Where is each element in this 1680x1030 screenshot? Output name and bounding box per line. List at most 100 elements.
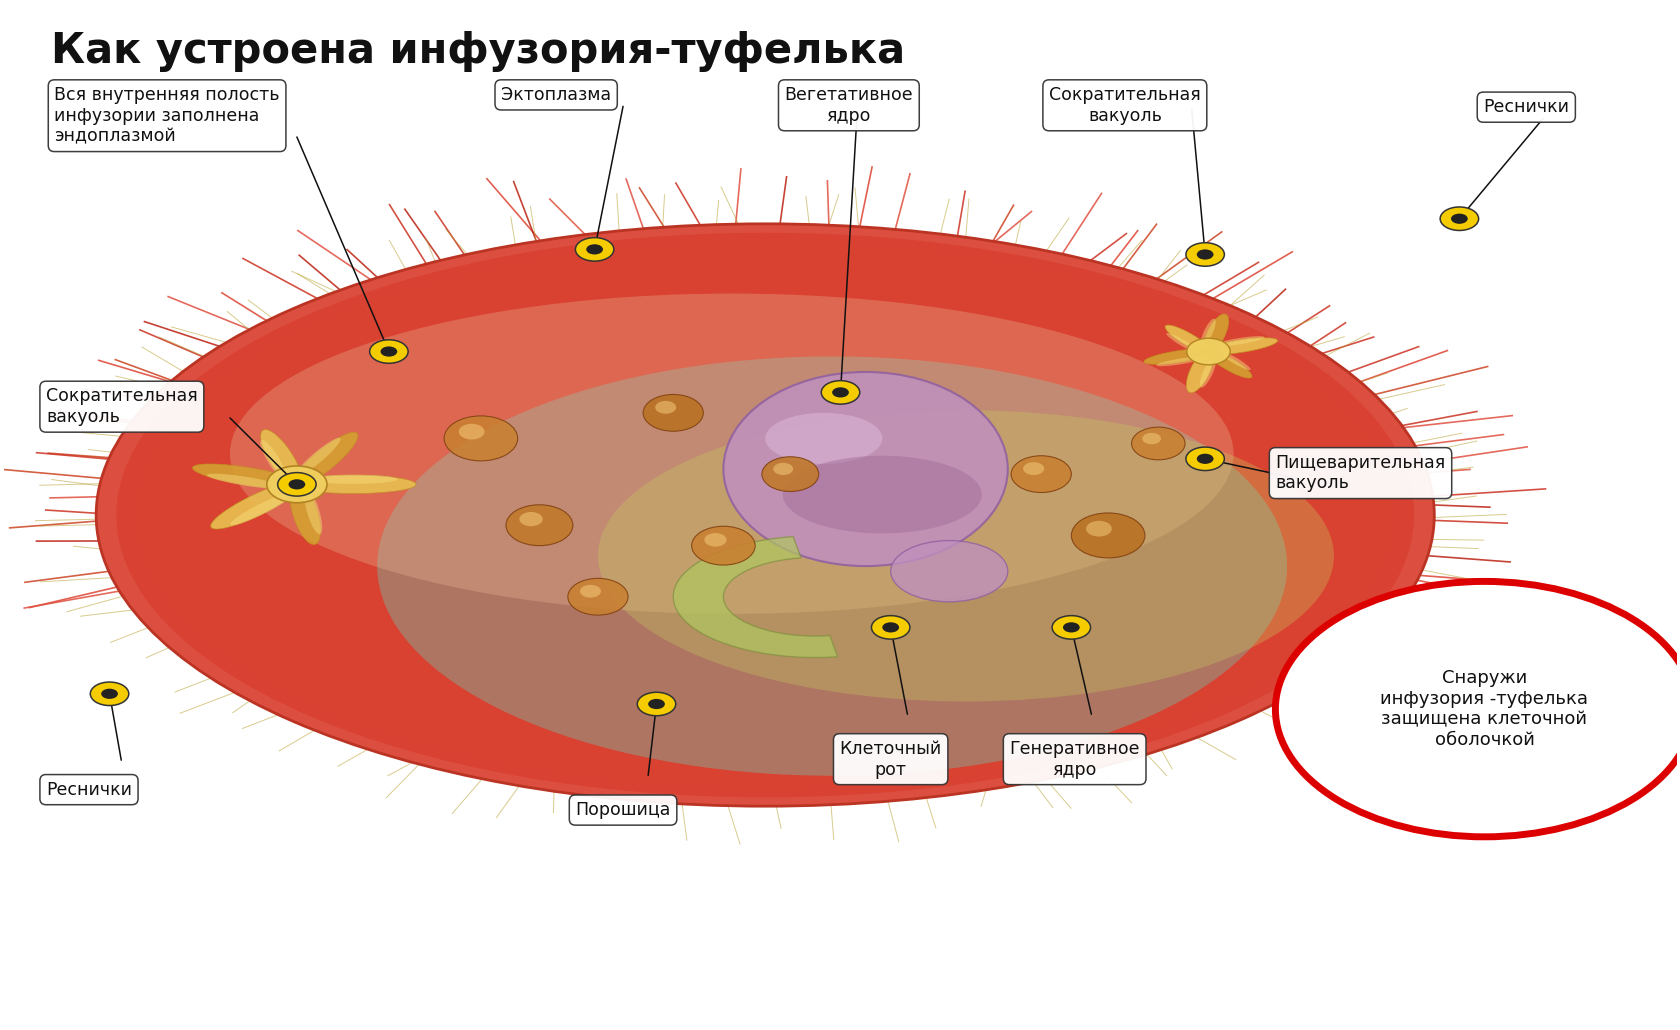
Circle shape (870, 616, 909, 640)
Text: Сократительная
вакуоль: Сократительная вакуоль (1048, 85, 1200, 125)
Text: Генеративное
ядро: Генеративное ядро (1008, 740, 1139, 779)
Polygon shape (1218, 350, 1250, 370)
Circle shape (1062, 622, 1079, 632)
Text: Вегетативное
ядро: Вегетативное ядро (785, 85, 912, 125)
Polygon shape (304, 490, 323, 535)
Ellipse shape (722, 372, 1008, 566)
Circle shape (1023, 462, 1043, 475)
Polygon shape (1200, 357, 1216, 387)
Ellipse shape (598, 410, 1334, 701)
Polygon shape (1205, 350, 1252, 378)
Circle shape (91, 682, 129, 706)
Ellipse shape (136, 241, 1393, 789)
Ellipse shape (297, 311, 1233, 719)
Circle shape (575, 238, 613, 262)
Text: Клеточный
рот: Клеточный рот (838, 740, 941, 779)
Polygon shape (291, 475, 417, 493)
Circle shape (690, 526, 754, 565)
Circle shape (380, 346, 396, 356)
Text: Реснички: Реснички (1482, 98, 1569, 116)
Polygon shape (1156, 356, 1203, 367)
Circle shape (1186, 338, 1230, 365)
Ellipse shape (237, 285, 1294, 745)
Polygon shape (260, 430, 302, 487)
Ellipse shape (217, 276, 1314, 754)
Text: Снаружи
инфузория -туфелька
защищена клеточной
оболочкой: Снаружи инфузория -туфелька защищена кле… (1379, 668, 1588, 749)
Circle shape (586, 244, 603, 254)
Polygon shape (230, 492, 294, 525)
Ellipse shape (116, 233, 1413, 797)
Polygon shape (309, 475, 396, 484)
Ellipse shape (370, 343, 1159, 687)
Circle shape (580, 585, 601, 597)
Ellipse shape (156, 250, 1373, 780)
Circle shape (704, 534, 726, 547)
Circle shape (822, 381, 858, 404)
Polygon shape (1164, 325, 1211, 353)
Circle shape (1070, 513, 1144, 558)
Circle shape (1184, 243, 1223, 266)
Ellipse shape (531, 413, 1000, 617)
Circle shape (459, 423, 484, 440)
Ellipse shape (331, 325, 1200, 705)
Polygon shape (1203, 314, 1228, 353)
Text: Порошица: Порошица (575, 801, 670, 819)
Circle shape (1440, 207, 1478, 231)
Circle shape (1184, 447, 1223, 471)
Polygon shape (1205, 338, 1277, 354)
Circle shape (648, 699, 665, 709)
Circle shape (519, 512, 543, 526)
Ellipse shape (783, 455, 981, 534)
Circle shape (1275, 581, 1680, 836)
Circle shape (1196, 249, 1213, 260)
Circle shape (761, 456, 818, 491)
Polygon shape (289, 481, 321, 545)
Circle shape (637, 692, 675, 716)
Ellipse shape (470, 387, 1058, 643)
Circle shape (370, 340, 408, 364)
Polygon shape (1186, 349, 1213, 392)
Ellipse shape (764, 413, 882, 464)
Circle shape (506, 505, 573, 546)
Polygon shape (1144, 349, 1211, 365)
Text: Пищеварительная
вакуоль: Пищеварительная вакуоль (1275, 453, 1445, 492)
Ellipse shape (376, 356, 1287, 776)
Polygon shape (210, 481, 302, 529)
Text: Реснички: Реснички (45, 781, 133, 798)
Text: Вся внутренняя полость
инфузории заполнена
эндоплазмой: Вся внутренняя полость инфузории заполне… (54, 85, 279, 145)
Circle shape (643, 394, 702, 432)
Circle shape (444, 416, 517, 460)
Polygon shape (292, 433, 358, 487)
Circle shape (289, 479, 306, 489)
Circle shape (1131, 427, 1184, 459)
Circle shape (267, 466, 328, 503)
Circle shape (1085, 521, 1110, 537)
Ellipse shape (230, 294, 1233, 614)
Ellipse shape (890, 541, 1008, 602)
Polygon shape (296, 438, 341, 476)
Polygon shape (1200, 318, 1215, 346)
Polygon shape (1213, 336, 1263, 346)
Circle shape (882, 622, 899, 632)
Polygon shape (260, 440, 287, 480)
Polygon shape (1166, 333, 1198, 352)
Circle shape (1052, 616, 1090, 640)
Circle shape (655, 401, 675, 414)
Text: Эктоплазма: Эктоплазма (501, 85, 612, 104)
Polygon shape (193, 464, 302, 488)
Text: Как устроена инфузория-туфелька: Как устроена инфузория-туфелька (50, 30, 904, 72)
Ellipse shape (176, 259, 1352, 771)
Circle shape (832, 387, 848, 398)
Circle shape (1010, 455, 1070, 492)
Ellipse shape (264, 297, 1267, 733)
Text: Сократительная
вакуоль: Сократительная вакуоль (45, 387, 198, 426)
Circle shape (1142, 433, 1161, 444)
Polygon shape (674, 537, 837, 657)
Circle shape (773, 462, 793, 475)
Circle shape (277, 473, 316, 496)
Circle shape (568, 578, 628, 615)
Ellipse shape (197, 268, 1334, 762)
Circle shape (1196, 453, 1213, 464)
Circle shape (1450, 213, 1467, 224)
Polygon shape (207, 474, 284, 489)
